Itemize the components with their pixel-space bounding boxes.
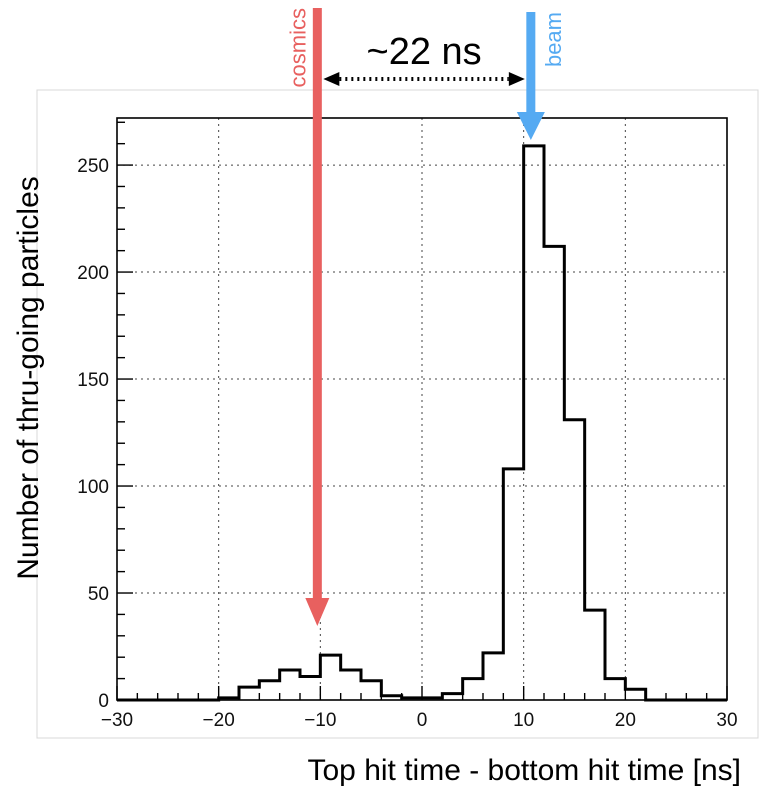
- histogram-bin: [341, 670, 361, 700]
- histogram-bin: [381, 696, 401, 700]
- histogram-bin: [361, 681, 381, 700]
- histogram-bin: [219, 698, 239, 700]
- grid: [117, 118, 727, 700]
- y-tick-label: 100: [77, 477, 109, 498]
- plot-frame: [116, 117, 728, 701]
- histogram-bin: [463, 679, 483, 700]
- y-tick-label: 250: [77, 156, 109, 177]
- canvas-frame: [36, 89, 759, 739]
- separation-arrow-right: [508, 72, 525, 86]
- histogram-bin: [320, 655, 340, 700]
- histogram-bin: [300, 676, 320, 700]
- x-tick-label: −10: [304, 710, 336, 731]
- x-tick-label: 20: [615, 710, 636, 731]
- histogram-bin: [239, 687, 259, 700]
- y-axis-title: Number of thru-going particles: [12, 176, 45, 580]
- histogram-bin: [259, 681, 279, 700]
- histogram-bin: [483, 653, 503, 700]
- y-tick-label: 200: [77, 263, 109, 284]
- y-tick-label: 150: [77, 370, 109, 391]
- cosmics-arrow-head: [305, 598, 330, 626]
- histogram-bin: [402, 698, 422, 700]
- histogram-bin: [605, 679, 625, 700]
- x-axis-title: Top hit time - bottom hit time [ns]: [308, 754, 742, 787]
- separation-arrow-left: [323, 72, 340, 86]
- x-axis: −30 −20 −10 0 10 20 30: [101, 686, 738, 731]
- x-tick-label: 10: [513, 710, 534, 731]
- histogram-bin: [280, 670, 300, 700]
- annotations: cosmics beam ~22 ns: [285, 8, 566, 626]
- x-tick-label: −30: [101, 710, 133, 731]
- histogram-bins: [219, 146, 646, 700]
- y-axis: 0 50 100 150 200 250: [77, 121, 133, 712]
- beam-label: beam: [541, 12, 566, 67]
- histogram-bin: [503, 469, 523, 700]
- y-tick-label: 50: [88, 584, 109, 605]
- histogram-bin: [442, 694, 462, 700]
- x-tick-label: 0: [417, 710, 428, 731]
- histogram-bin: [585, 610, 605, 700]
- histogram-bin: [524, 146, 544, 700]
- histogram-outline: [117, 144, 727, 702]
- beam-arrow-head: [516, 112, 545, 140]
- histogram-bin: [422, 698, 442, 700]
- cosmics-label: cosmics: [285, 8, 310, 87]
- x-tick-label: −20: [203, 710, 235, 731]
- histogram-bin: [544, 246, 564, 700]
- histogram-bin: [564, 420, 584, 700]
- y-tick-label: 0: [98, 691, 109, 712]
- separation-label: ~22 ns: [367, 31, 482, 73]
- x-tick-label: 30: [716, 710, 737, 731]
- histogram-bin: [625, 689, 645, 700]
